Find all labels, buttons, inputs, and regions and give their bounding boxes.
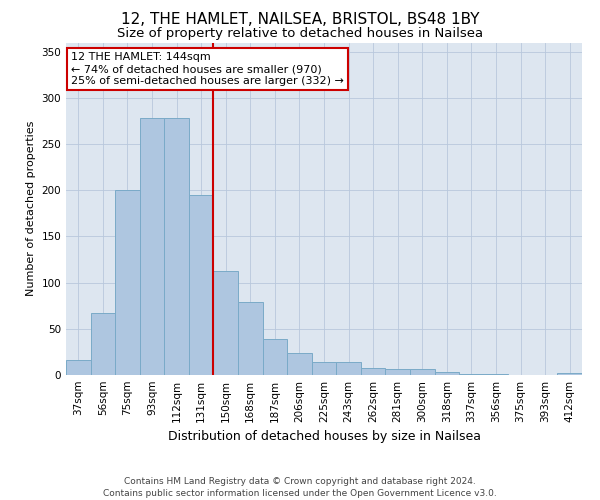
Bar xyxy=(312,362,336,375)
Bar xyxy=(140,118,164,375)
Bar xyxy=(434,372,459,375)
Bar xyxy=(459,374,484,375)
Y-axis label: Number of detached properties: Number of detached properties xyxy=(26,121,36,296)
Bar xyxy=(263,339,287,375)
Text: Contains HM Land Registry data © Crown copyright and database right 2024.
Contai: Contains HM Land Registry data © Crown c… xyxy=(103,476,497,498)
Bar xyxy=(484,374,508,375)
Text: Size of property relative to detached houses in Nailsea: Size of property relative to detached ho… xyxy=(117,28,483,40)
Bar xyxy=(164,118,189,375)
Bar xyxy=(361,368,385,375)
Bar xyxy=(287,353,312,375)
X-axis label: Distribution of detached houses by size in Nailsea: Distribution of detached houses by size … xyxy=(167,430,481,444)
Text: 12 THE HAMLET: 144sqm
← 74% of detached houses are smaller (970)
25% of semi-det: 12 THE HAMLET: 144sqm ← 74% of detached … xyxy=(71,52,344,86)
Bar xyxy=(189,195,214,375)
Bar xyxy=(91,313,115,375)
Bar xyxy=(115,190,140,375)
Bar xyxy=(214,270,238,375)
Bar xyxy=(66,360,91,375)
Bar xyxy=(410,370,434,375)
Bar xyxy=(557,373,582,375)
Bar xyxy=(336,362,361,375)
Text: 12, THE HAMLET, NAILSEA, BRISTOL, BS48 1BY: 12, THE HAMLET, NAILSEA, BRISTOL, BS48 1… xyxy=(121,12,479,28)
Bar xyxy=(238,302,263,375)
Bar xyxy=(385,370,410,375)
